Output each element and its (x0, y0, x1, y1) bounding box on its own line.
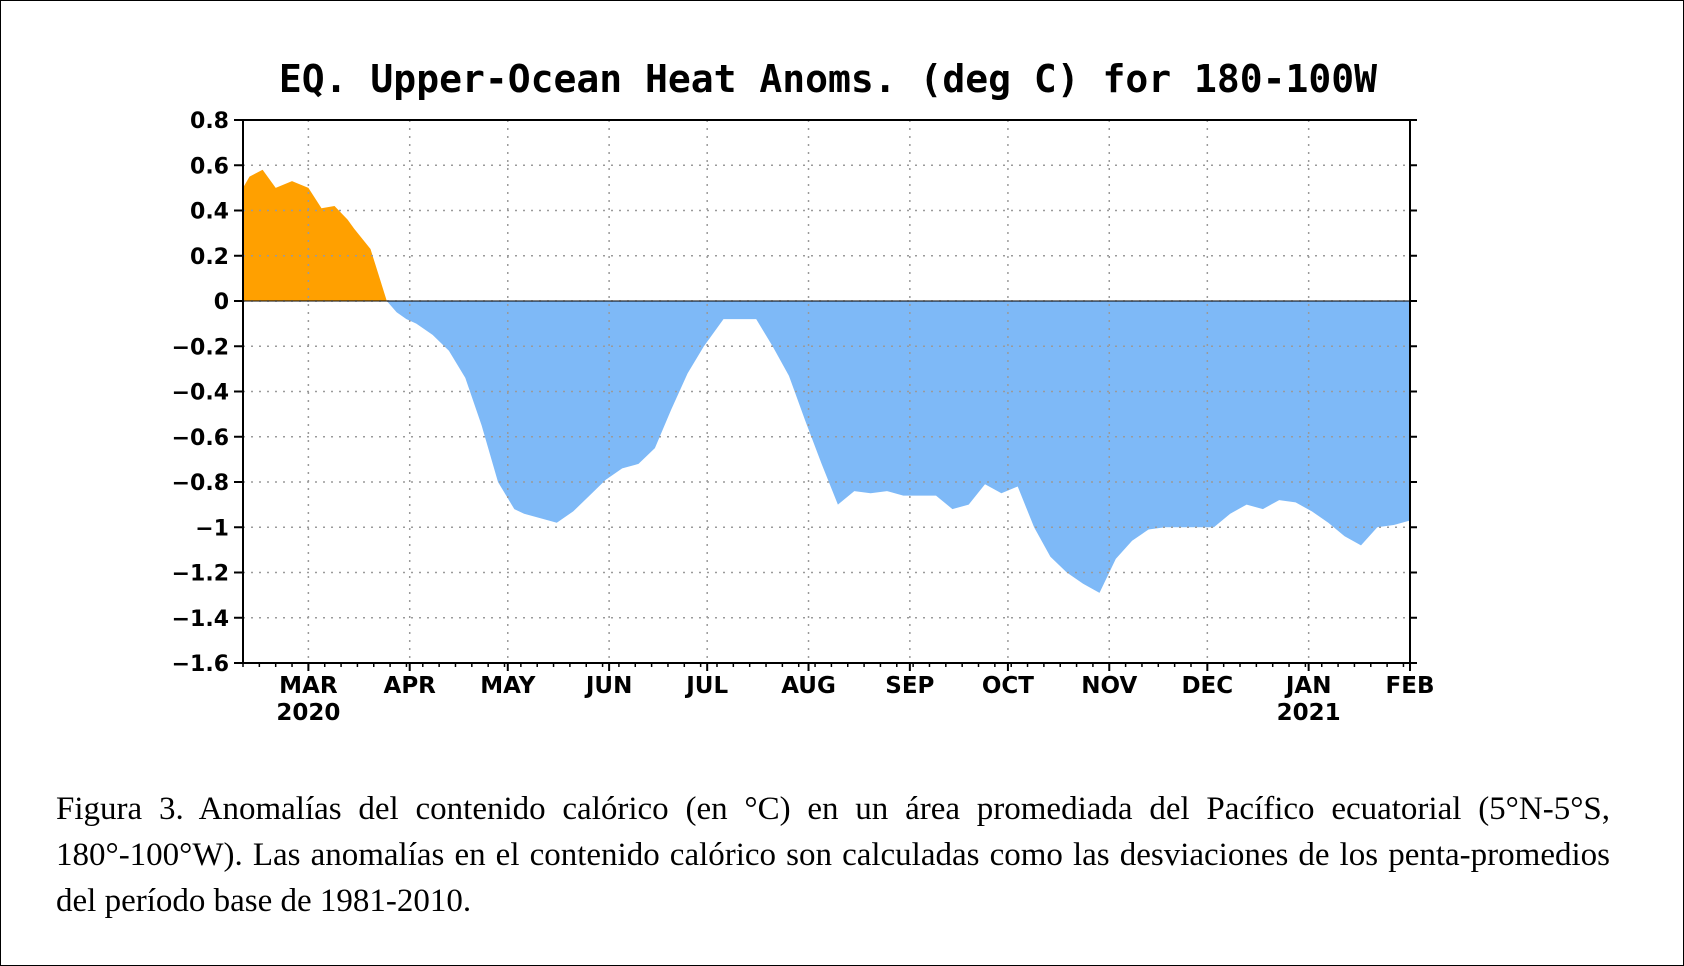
y-tick-label: 0.4 (190, 200, 229, 225)
x-tick-label: JUL (684, 673, 728, 699)
x-tick-label: FEB (1386, 673, 1435, 699)
x-tick-year-label: 2021 (1277, 700, 1341, 726)
figure-caption: Figura 3. Anomalías del contenido calóri… (56, 791, 1610, 919)
negative-anomaly-area (243, 301, 1410, 593)
anomaly-fill-layer (243, 169, 1410, 593)
x-tick-label: MAR (279, 673, 338, 699)
chart-title: EQ. Upper-Ocean Heat Anoms. (deg C) for … (279, 57, 1377, 101)
y-tick-label: −1.6 (172, 652, 229, 677)
x-tick-label: DEC (1181, 673, 1233, 699)
y-tick-label: 0 (214, 290, 229, 315)
x-tick-label: APR (384, 673, 437, 699)
heat-anomaly-chart: EQ. Upper-Ocean Heat Anoms. (deg C) for … (172, 57, 1435, 726)
x-tick-label: JAN (1284, 673, 1332, 699)
y-tick-label: −1.4 (172, 607, 229, 632)
y-tick-label: −1.2 (172, 562, 229, 587)
y-axis-ticks: 0.8 0.6 0.4 0.2 0 −0.2 −0.4 −0.6 −0.8 −1 −1.2 −1.4 −… (172, 109, 1417, 677)
y-tick-label: 0.6 (190, 154, 229, 179)
x-tick-year-label: 2020 (276, 700, 340, 726)
x-tick-label: OCT (982, 673, 1034, 699)
y-tick-label: 0.2 (190, 245, 229, 270)
x-tick-label: AUG (781, 673, 836, 699)
y-tick-label: −0.4 (172, 381, 229, 406)
y-tick-label: −0.2 (172, 335, 229, 360)
x-tick-label: SEP (885, 673, 934, 699)
x-tick-label: MAY (480, 673, 535, 699)
y-tick-label: −0.8 (172, 471, 229, 496)
x-tick-label: NOV (1081, 673, 1137, 699)
positive-anomaly-area (243, 169, 1410, 301)
x-tick-label: JUN (584, 673, 632, 699)
y-tick-label: 0.8 (190, 109, 229, 134)
y-tick-label: −1 (195, 516, 229, 541)
y-tick-label: −0.6 (172, 426, 229, 451)
